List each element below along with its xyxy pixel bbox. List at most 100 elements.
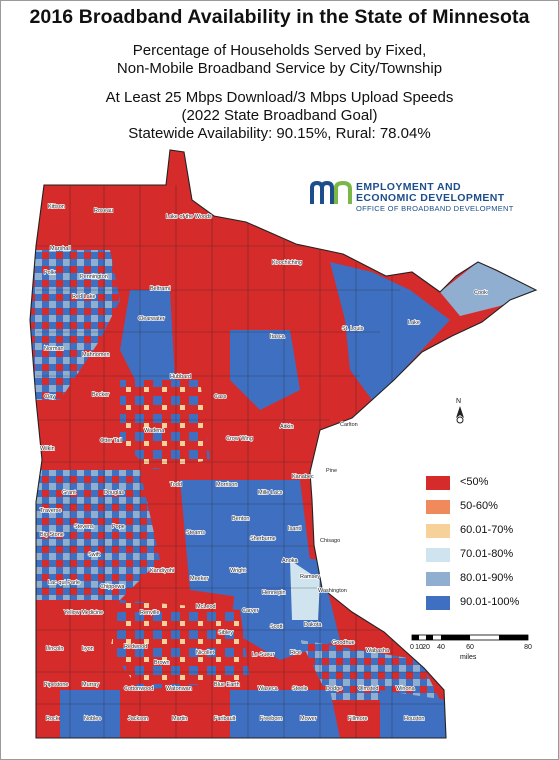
county-labels: Kittson Roseau Lake of the Woods Koochichin… xyxy=(39,203,487,722)
county-label: Wadena xyxy=(144,428,165,434)
houston-blue-region xyxy=(380,690,446,738)
county-label: Ramsey xyxy=(300,574,320,580)
county-label: Lake xyxy=(408,320,420,326)
county-label: Polk xyxy=(44,270,55,276)
county-label: Kanabec xyxy=(292,474,314,480)
scale-tick: 10 xyxy=(415,644,423,651)
twin-cities-core-region xyxy=(290,560,320,620)
scale-bar: miles 0 10 20 40 60 80 xyxy=(408,632,538,662)
legend-swatch xyxy=(426,476,450,490)
legend-swatch xyxy=(426,548,450,562)
southwest-mixed-region xyxy=(110,600,250,690)
county-label: Crow Wing xyxy=(226,436,253,442)
county-label: Wright xyxy=(230,568,246,574)
county-label: St. Louis xyxy=(342,326,364,332)
scale-tick: 20 xyxy=(422,644,430,651)
scale-tick: 0 xyxy=(410,644,414,651)
county-label: Swift xyxy=(88,552,100,558)
legend-item: 60.01-70% xyxy=(420,520,540,542)
county-label: Kandiyohi xyxy=(150,568,174,574)
county-label: Blue Earth xyxy=(214,682,240,688)
logo-line-2: ECONOMIC DEVELOPMENT xyxy=(356,192,505,204)
legend-swatch xyxy=(426,596,450,610)
county-label: Otter Tail xyxy=(100,438,122,444)
county-label: Clearwater xyxy=(138,316,165,322)
county-label: Stearns xyxy=(186,530,205,536)
county-label: Chippewa xyxy=(100,584,125,590)
county-label: Stevens xyxy=(74,524,94,530)
mn-logo-icon xyxy=(310,180,352,204)
county-label: Waseca xyxy=(258,686,279,692)
state-outline xyxy=(29,149,538,739)
county-label: Koochiching xyxy=(272,260,302,266)
legend-item: 50-60% xyxy=(420,496,540,518)
cook-region xyxy=(440,262,536,316)
county-label: Winona xyxy=(396,686,416,692)
county-label: Chisago xyxy=(320,538,340,544)
county-label: Pope xyxy=(112,524,125,530)
subtitle-line-1: Percentage of Households Served by Fixed… xyxy=(132,42,427,59)
county-label: Dodge xyxy=(326,686,342,692)
county-label: Aitkin xyxy=(280,424,293,430)
scale-tick: 80 xyxy=(524,644,532,651)
scale-bar-graphic xyxy=(411,634,529,641)
county-label: Redwood xyxy=(124,644,147,650)
county-label: Benton xyxy=(232,516,249,522)
county-label: Sherburne xyxy=(250,536,276,542)
county-label: Cottonwood xyxy=(124,686,153,692)
county-label: Freeborn xyxy=(260,716,282,722)
st-louis-lake-blue-region xyxy=(330,262,450,400)
county-label: Nicollet xyxy=(196,650,215,656)
county-label: Hennepin xyxy=(262,590,286,596)
subtitle-line-4: (2022 State Broadband Goal) xyxy=(181,107,378,124)
central-mixed-region xyxy=(120,380,210,470)
county-label: Fillmore xyxy=(348,716,368,722)
county-label: Martin xyxy=(172,716,187,722)
deed-logo: EMPLOYMENT AND ECONOMIC DEVELOPMENT OFFI… xyxy=(310,180,530,220)
north-arrow-glyph xyxy=(456,406,464,424)
county-label: Cass xyxy=(214,394,227,400)
county-label: Isanti xyxy=(288,526,301,532)
itasca-blue-region xyxy=(230,330,300,410)
county-label: Norman xyxy=(44,346,64,352)
county-label: Lac qui Parle xyxy=(48,580,80,586)
county-label: Houston xyxy=(404,716,425,722)
county-label: Le Sueur xyxy=(252,652,274,658)
county-label: Todd xyxy=(170,482,182,488)
county-label: Clay xyxy=(44,394,55,400)
logo-line-1: EMPLOYMENT AND xyxy=(356,181,461,193)
county-label: Pipestone xyxy=(44,682,68,688)
southeast-mixed-region xyxy=(300,640,440,700)
legend-label: 60.01-70% xyxy=(460,524,514,536)
logo-line-3: OFFICE OF BROADBAND DEVELOPMENT xyxy=(356,204,514,213)
legend-swatch xyxy=(426,500,450,514)
county-label: Itasca xyxy=(270,334,286,340)
county-label: Mahnomen xyxy=(82,352,110,358)
map-title: 2016 Broadband Availability in the State… xyxy=(29,6,530,28)
county-label: Sibley xyxy=(218,630,233,636)
county-label: Rice xyxy=(290,650,301,656)
county-label: Scott xyxy=(270,624,283,630)
scale-tick: 40 xyxy=(437,644,445,651)
county-label: Wilkin xyxy=(40,446,55,452)
north-arrow-icon: N xyxy=(448,398,472,428)
legend-item: 70.01-80% xyxy=(420,544,540,566)
county-label: Carver xyxy=(242,608,259,614)
county-label: Brown xyxy=(154,660,170,666)
county-label: Grant xyxy=(62,490,76,496)
county-label: Mower xyxy=(300,716,317,722)
county-label: Roseau xyxy=(94,208,113,214)
county-label: Douglas xyxy=(104,490,124,496)
subtitle-line-5: Statewide Availability: 90.15%, Rural: 7… xyxy=(128,125,431,142)
legend-label: <50% xyxy=(460,476,489,488)
county-label: Red Lake xyxy=(72,294,96,300)
county-label: Anoka xyxy=(282,558,299,564)
county-label: Becker xyxy=(92,392,109,398)
county-label: Beltrami xyxy=(150,286,170,292)
legend-label: 70.01-80% xyxy=(460,548,514,560)
county-label: Yellow Medicine xyxy=(64,610,103,616)
legend-label: 90.01-100% xyxy=(460,596,520,608)
county-label: Washington xyxy=(318,588,347,594)
county-label: Murray xyxy=(82,682,99,688)
county-label: Wabasha xyxy=(366,648,390,654)
